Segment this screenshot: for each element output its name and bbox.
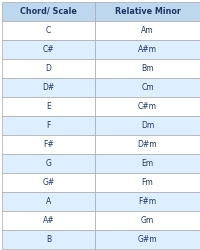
Text: F#: F# — [43, 140, 54, 149]
Text: A#m: A#m — [137, 44, 156, 54]
Bar — [2, 173, 95, 192]
Text: Fm: Fm — [141, 178, 153, 187]
Bar — [95, 154, 199, 173]
Bar — [2, 230, 95, 249]
Text: Cm: Cm — [141, 83, 153, 92]
Bar — [95, 173, 199, 192]
Bar — [95, 211, 199, 230]
Bar — [2, 154, 95, 173]
Text: Am: Am — [141, 26, 153, 35]
Bar — [2, 116, 95, 135]
Text: A#: A# — [43, 216, 54, 225]
Text: Dm: Dm — [140, 121, 153, 130]
Bar — [2, 58, 95, 78]
Text: G#m: G#m — [137, 235, 157, 244]
Text: G#: G# — [42, 178, 54, 187]
Text: G: G — [45, 159, 51, 168]
Text: Gm: Gm — [140, 216, 153, 225]
Text: E: E — [46, 102, 51, 111]
Text: F#m: F#m — [138, 197, 156, 206]
Bar — [95, 40, 199, 58]
Bar — [2, 211, 95, 230]
Text: Bm: Bm — [141, 64, 153, 73]
Text: D#: D# — [42, 83, 54, 92]
Text: C#: C# — [43, 44, 54, 54]
Bar — [95, 116, 199, 135]
Text: D: D — [45, 64, 51, 73]
Bar — [95, 192, 199, 211]
Text: C: C — [46, 26, 51, 35]
Bar — [95, 20, 199, 40]
Bar — [95, 78, 199, 97]
Bar — [2, 40, 95, 58]
Bar — [2, 135, 95, 154]
Bar — [2, 78, 95, 97]
Bar — [2, 97, 95, 116]
Bar — [95, 230, 199, 249]
Text: Chord/ Scale: Chord/ Scale — [20, 6, 77, 16]
Bar — [2, 192, 95, 211]
Bar — [95, 58, 199, 78]
Text: Em: Em — [141, 159, 153, 168]
Text: D#m: D#m — [137, 140, 157, 149]
Text: A: A — [46, 197, 51, 206]
Bar — [95, 135, 199, 154]
Bar — [95, 2, 199, 20]
Text: F: F — [46, 121, 50, 130]
Text: Relative Minor: Relative Minor — [114, 6, 180, 16]
Bar — [2, 20, 95, 40]
Bar — [95, 97, 199, 116]
Text: C#m: C#m — [137, 102, 156, 111]
Bar — [2, 2, 95, 20]
Text: B: B — [46, 235, 51, 244]
